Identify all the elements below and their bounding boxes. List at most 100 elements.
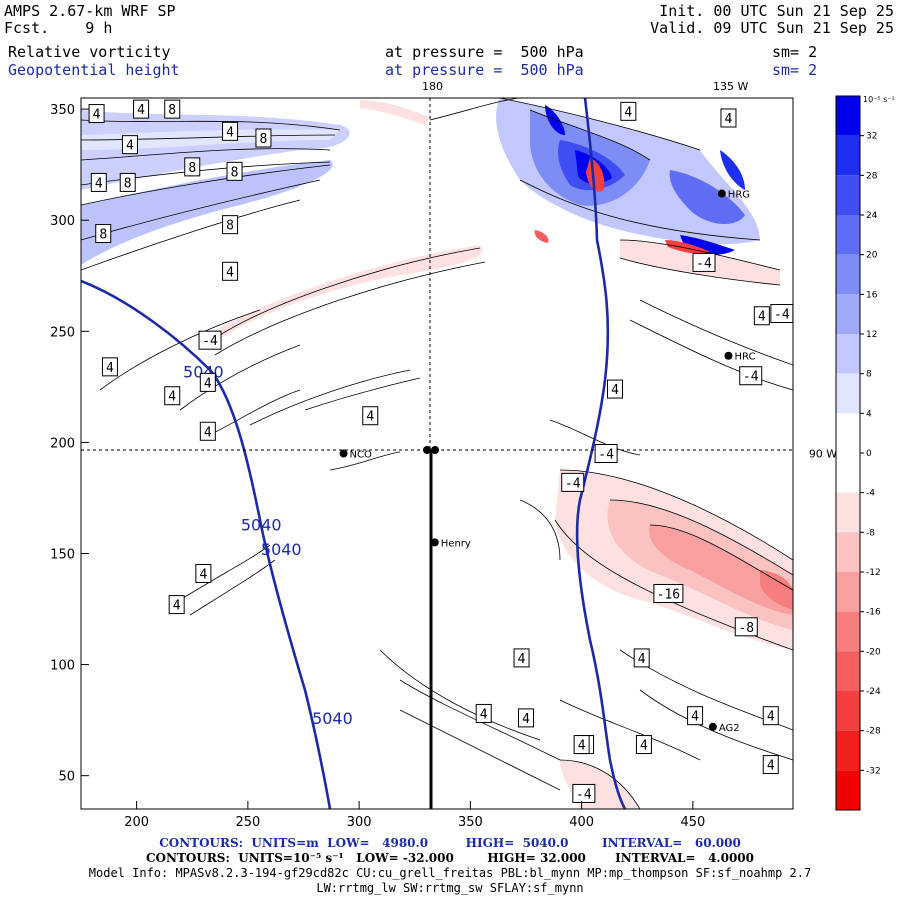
colorbar-label: 8 [866, 370, 872, 380]
vorticity-contour-value: 4 [640, 739, 648, 754]
vorticity-contour-value: 4 [578, 739, 586, 754]
vorticity-contour-label: 4 [133, 99, 150, 119]
vorticity-contour-label: 4 [195, 563, 212, 583]
vorticity-negative-region [760, 570, 793, 610]
vorticity-negative-region [649, 525, 793, 615]
colorbar-label: -32 [866, 766, 881, 776]
x-tick-label: 350 [458, 815, 483, 830]
vorticity-contour-value: -4 [598, 448, 614, 463]
vorticity-labels-layer: 4 4 8 4 8 4 4 8 8 8 8 8 4 -4 4 4 4 4 4 4 -4 -4 4 4 -4 4 -4 -4 -16 -8 4… [88, 99, 793, 803]
colorbar-label: -8 [866, 528, 875, 538]
cross-section-start [431, 446, 439, 454]
vorticity-contour-value: 4 [480, 707, 488, 722]
vorticity-contour-label: 8 [164, 99, 181, 119]
vorticity-contour-value: 4 [126, 139, 134, 154]
vorticity-contour-label: 4 [164, 386, 181, 406]
vorticity-contour-value: 4 [522, 712, 530, 727]
vorticity-contour-label: 4 [635, 735, 652, 755]
vorticity-positive-band [81, 129, 340, 150]
vorticity-contour-label: 4 [199, 372, 216, 392]
colorbar-swatch [836, 215, 860, 255]
colorbar-label: 20 [866, 251, 878, 261]
vorticity-contour-value: 4 [204, 425, 212, 440]
vorticity-contour-label: 4 [199, 421, 216, 441]
colorbar-label: -12 [866, 568, 881, 578]
vorticity-contour-label: 4 [573, 735, 590, 755]
colorbar-swatch [836, 413, 860, 453]
vorticity-contour-value: 4 [611, 383, 619, 398]
station-label: HRC [734, 352, 755, 363]
vorticity-contour-value: 4 [518, 652, 526, 667]
station-marker [717, 189, 726, 198]
colorbar-swatch [836, 294, 860, 334]
colorbar-label: -16 [866, 608, 881, 618]
colorbar-swatch [836, 175, 860, 215]
vorticity-contour-value: 4 [93, 108, 101, 123]
colorbar-swatch [836, 373, 860, 414]
vorticity-positive-band [81, 160, 333, 265]
station-marker [724, 351, 733, 360]
colorbar-unit: 10⁻⁵ s⁻¹ [863, 95, 895, 104]
colorbar-label: 28 [866, 171, 878, 181]
field1-name: Relative vorticity [8, 43, 171, 61]
x-tick-label: 400 [569, 815, 594, 830]
colorbar-swatch [836, 770, 860, 810]
vorticity-contour-label: 8 [255, 128, 272, 148]
colorbar-swatch [836, 691, 860, 731]
colorbar: 10⁻⁵ s⁻¹ 32 28 24 20 16 12 8 4 0 -4 -8 -12 -16 -20 -24 -… [835, 95, 895, 811]
colorbar-label: -4 [866, 489, 875, 499]
colorbar-label: 32 [866, 132, 877, 142]
x-tick-label: 200 [124, 815, 149, 830]
colorbar-swatch [836, 730, 860, 771]
colorbar-swatch [836, 254, 860, 295]
vorticity-contour-value: 4 [204, 376, 212, 391]
map-frame [80, 97, 794, 810]
vorticity-contour-label: 4 [762, 706, 779, 726]
vorticity-contour-label: 8 [184, 157, 201, 177]
vorticity-contour-label: 4 [633, 648, 650, 668]
vorticity-contour-label: 4 [720, 108, 737, 128]
vorticity-contour-value: 4 [767, 710, 775, 725]
station-marker [430, 538, 439, 547]
station-marker [339, 449, 348, 458]
y-tick-label: 200 [50, 436, 75, 451]
vorticity-contour-label: -16 [653, 583, 684, 603]
vorticity-contour-label: 4 [607, 379, 623, 399]
vorticity-contour-value: -4 [202, 334, 218, 349]
field2-name: Geopotential height [8, 61, 180, 79]
vorticity-contour-label: -4 [572, 783, 596, 803]
colorbar-swatch [836, 572, 860, 612]
physics-info: LW:rrtmg_lw SW:rrtmg_sw SFLAY:sf_mynn [316, 881, 584, 895]
vorticity-contour-value: 4 [106, 361, 114, 376]
colorbar-swatch [836, 135, 860, 176]
vorticity-contour-label: 4 [222, 121, 239, 141]
colorbar-label: 12 [866, 330, 877, 340]
vorticity-contour-label: 4 [362, 406, 379, 426]
vorticity-contour-value: 4 [691, 710, 699, 725]
vorticity-contours [81, 98, 793, 809]
vorticity-contour-label: 4 [88, 104, 105, 124]
vorticity-contour-value: 8 [226, 219, 234, 234]
vorticity-negative-band [200, 245, 483, 350]
vorticity-contour-value: 4 [366, 410, 374, 425]
vorticity-contour-value: 4 [758, 310, 766, 325]
map-axes: 200 250 300 350 400 450 50 100 150 200 250 300 350 18… [50, 80, 837, 830]
vorticity-contour-label: 4 [222, 261, 239, 281]
vorticity-contour-value: 4 [624, 105, 632, 120]
vorticity-contour-label: 4 [101, 357, 118, 377]
colorbar-label: -24 [866, 687, 881, 697]
vorticity-contour-value: 8 [231, 165, 239, 180]
field1-level: at pressure = 500 hPa [385, 43, 584, 61]
height-contour-label: 5040 [261, 540, 302, 559]
x-tick-label: 250 [235, 815, 260, 830]
height-contour-label: 5040 [312, 709, 353, 728]
station-label: AG2 [719, 723, 740, 734]
vorticity-contour-value: 4 [95, 176, 103, 191]
colorbar-label: -28 [866, 727, 881, 737]
valid-time: Valid. 09 UTC Sun 21 Sep 25 [650, 19, 894, 37]
station-marker [708, 722, 717, 731]
cross-section-start [423, 446, 431, 454]
vorticity-contour-value: 4 [137, 103, 145, 118]
vorticity-contour-value: 4 [638, 652, 646, 667]
